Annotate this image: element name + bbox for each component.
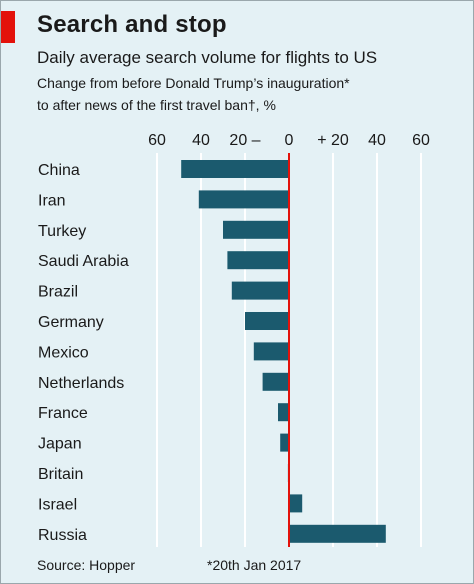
bar-iran <box>199 190 289 208</box>
x-tick-label: + 20 <box>317 132 349 149</box>
category-label: Mexico <box>38 344 89 361</box>
category-label: Britain <box>38 466 83 483</box>
category-label: Germany <box>38 314 104 331</box>
bar-brazil <box>232 282 289 300</box>
bar-saudi-arabia <box>227 251 289 269</box>
bar-japan <box>280 434 289 452</box>
category-label: Iran <box>38 192 66 209</box>
bar-netherlands <box>263 373 289 391</box>
x-tick-label: 60 <box>148 132 166 149</box>
source-note: Source: Hopper <box>37 557 135 573</box>
category-label: Russia <box>38 527 87 544</box>
category-label: Brazil <box>38 284 78 301</box>
footnote: *20th Jan 2017 <box>207 557 301 573</box>
bar-israel <box>289 494 302 512</box>
bar-france <box>278 403 289 421</box>
category-label: Israel <box>38 496 77 513</box>
category-label: Turkey <box>38 223 86 240</box>
category-label: China <box>38 162 80 179</box>
bar-china <box>181 160 289 178</box>
x-tick-label: 60 <box>412 132 430 149</box>
category-label: Netherlands <box>38 375 124 392</box>
x-tick-label: 40 <box>368 132 386 149</box>
bar-mexico <box>254 342 289 360</box>
x-tick-label: 0 <box>285 132 294 149</box>
category-label: Japan <box>38 436 82 453</box>
bar-germany <box>245 312 289 330</box>
x-tick-label: 20 – <box>229 132 260 149</box>
category-label: France <box>38 405 88 422</box>
category-label: Saudi Arabia <box>38 253 129 270</box>
bar-turkey <box>223 221 289 239</box>
bar-russia <box>289 525 386 543</box>
x-tick-label: 40 <box>192 132 210 149</box>
